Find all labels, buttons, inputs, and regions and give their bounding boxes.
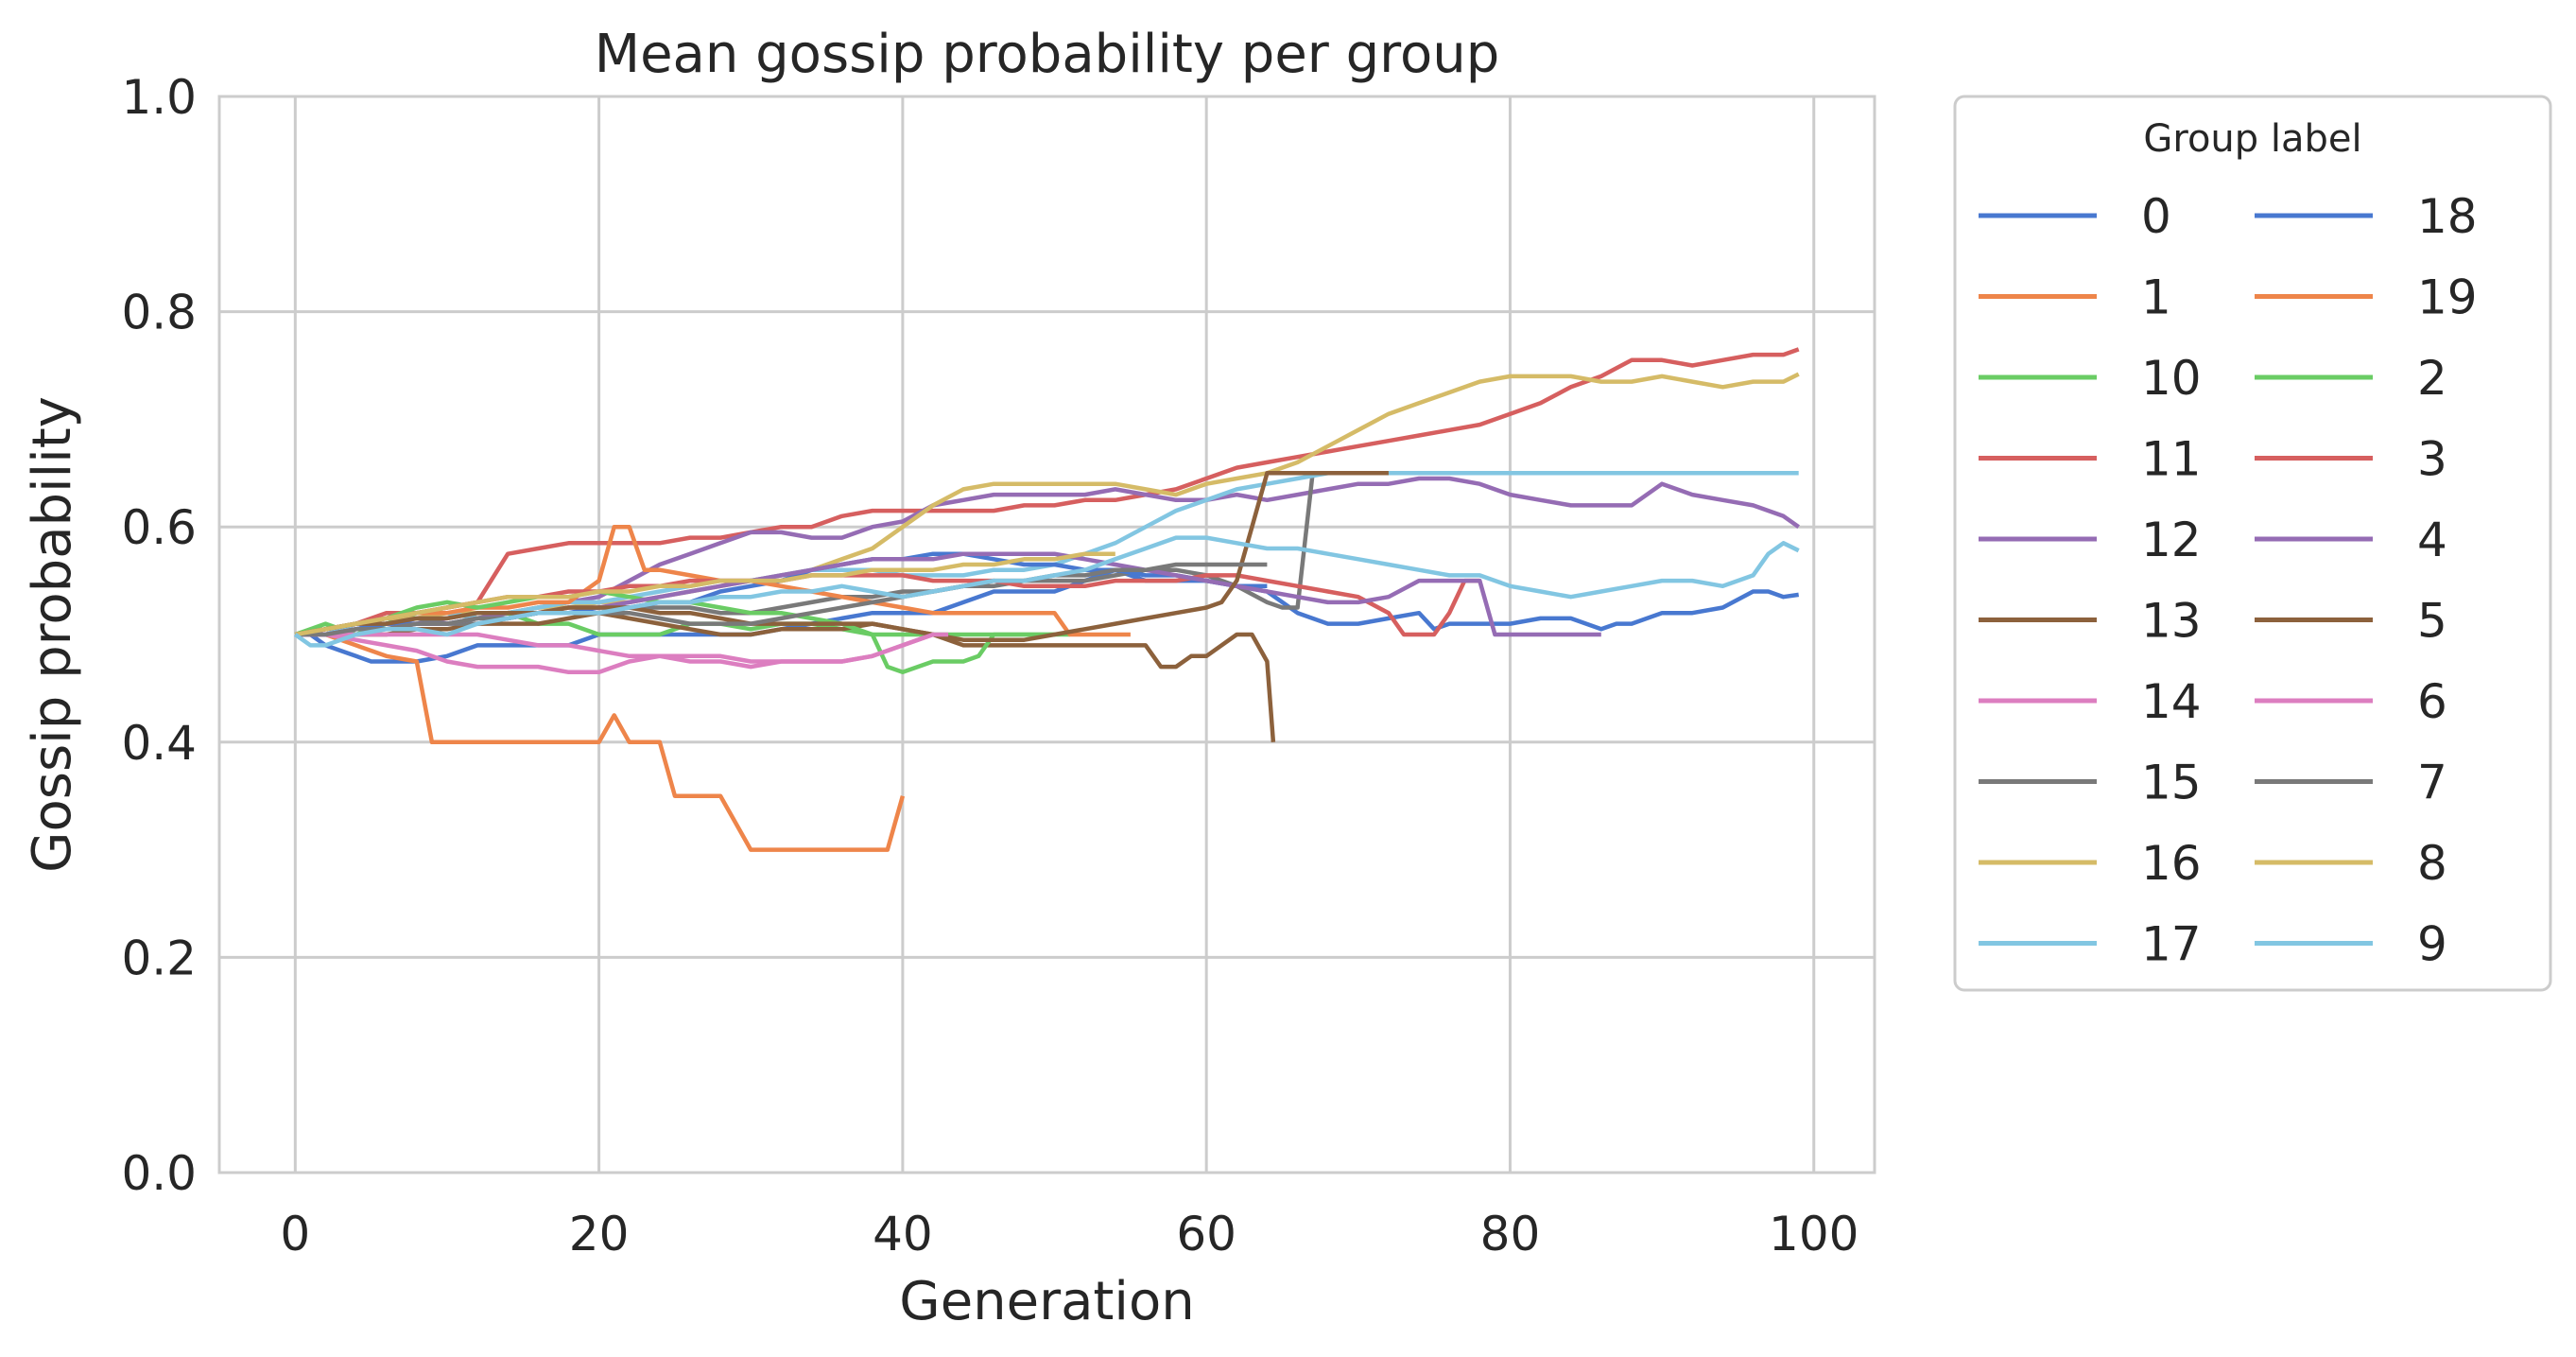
legend-label-10: 10 bbox=[2141, 351, 2202, 406]
series-line-2 bbox=[294, 589, 1055, 675]
y-tick-label: 1.0 bbox=[121, 70, 197, 125]
series-line-7 bbox=[295, 562, 1268, 637]
chart-title: Mean gossip probability per group bbox=[595, 24, 1500, 85]
series-line-8 bbox=[294, 551, 1115, 637]
plot-area-frame bbox=[217, 95, 1876, 1174]
x-tick-label: 40 bbox=[873, 1207, 933, 1261]
legend-label-19: 19 bbox=[2417, 270, 2478, 325]
legend-label-4: 4 bbox=[2417, 513, 2447, 567]
legend-label-8: 8 bbox=[2417, 836, 2447, 891]
legend-label-5: 5 bbox=[2417, 594, 2447, 649]
legend-items: 0 1 10 11 12 13 14 15 16 17 18 19 2 3 4 5 6 7 8 9 bbox=[1979, 189, 2478, 972]
x-tick-label: 80 bbox=[1480, 1207, 1541, 1261]
legend-label-6: 6 bbox=[2417, 674, 2447, 729]
legend-label-9: 9 bbox=[2417, 917, 2447, 972]
series-lines bbox=[293, 347, 1801, 852]
legend-label-17: 17 bbox=[2141, 917, 2202, 972]
legend-label-12: 12 bbox=[2141, 513, 2202, 567]
x-axis-label: Generation bbox=[899, 1271, 1194, 1332]
series-line-9 bbox=[293, 535, 1800, 648]
y-tick-label: 0.2 bbox=[121, 931, 197, 985]
y-tick-label: 0.8 bbox=[121, 286, 197, 340]
legend-label-0: 0 bbox=[2141, 189, 2171, 244]
y-axis-ticks: 0.0 0.2 0.4 0.6 0.8 1.0 bbox=[121, 70, 197, 1201]
legend-label-15: 15 bbox=[2141, 756, 2202, 810]
x-tick-label: 60 bbox=[1176, 1207, 1236, 1261]
y-axis-label: Gossip probability bbox=[22, 396, 83, 873]
legend-label-14: 14 bbox=[2141, 674, 2202, 729]
y-tick-label: 0.6 bbox=[121, 500, 197, 555]
legend-label-3: 3 bbox=[2417, 432, 2447, 487]
series-line-19 bbox=[294, 524, 1131, 637]
legend-frame bbox=[1953, 95, 2552, 992]
legend-label-18: 18 bbox=[2417, 189, 2478, 244]
x-tick-label: 0 bbox=[280, 1207, 310, 1261]
legend: Group label 0 1 10 11 12 13 14 15 16 17 18 19 2 3 4 5 6 7… bbox=[1953, 95, 2552, 992]
series-line-6 bbox=[295, 632, 949, 664]
series-line-11 bbox=[295, 347, 1800, 637]
x-axis-ticks: 0 20 40 60 80 100 bbox=[280, 1207, 1859, 1261]
legend-label-1: 1 bbox=[2141, 270, 2171, 325]
legend-label-11: 11 bbox=[2141, 432, 2202, 487]
legend-label-7: 7 bbox=[2417, 756, 2447, 810]
y-tick-label: 0.4 bbox=[121, 716, 197, 771]
legend-label-2: 2 bbox=[2417, 351, 2447, 406]
x-tick-label: 100 bbox=[1769, 1207, 1859, 1261]
legend-label-13: 13 bbox=[2141, 594, 2202, 649]
legend-label-16: 16 bbox=[2141, 836, 2202, 891]
y-tick-label: 0.0 bbox=[121, 1146, 197, 1201]
x-tick-label: 20 bbox=[569, 1207, 630, 1261]
series-line-1 bbox=[295, 632, 906, 852]
legend-title: Group label bbox=[2143, 117, 2361, 161]
series-line-5 bbox=[294, 471, 1389, 642]
series-line-0 bbox=[295, 567, 1800, 664]
